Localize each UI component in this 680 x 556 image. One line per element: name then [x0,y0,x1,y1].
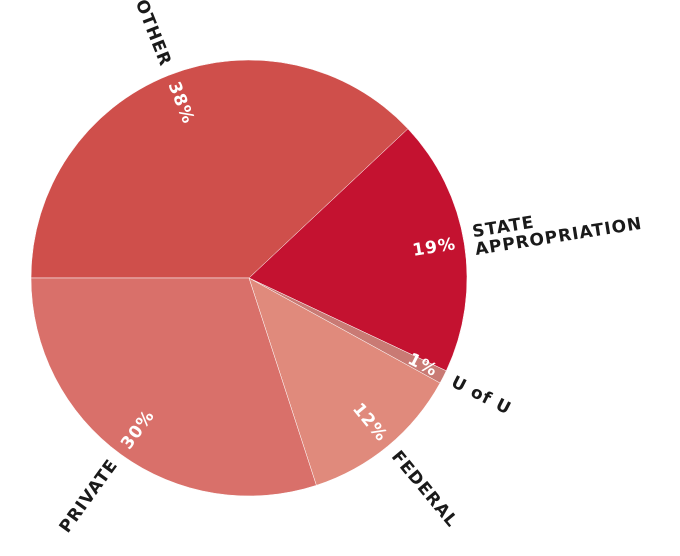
slice [30,277,317,497]
slice [248,128,468,372]
slice [248,277,441,486]
slice [30,59,409,279]
